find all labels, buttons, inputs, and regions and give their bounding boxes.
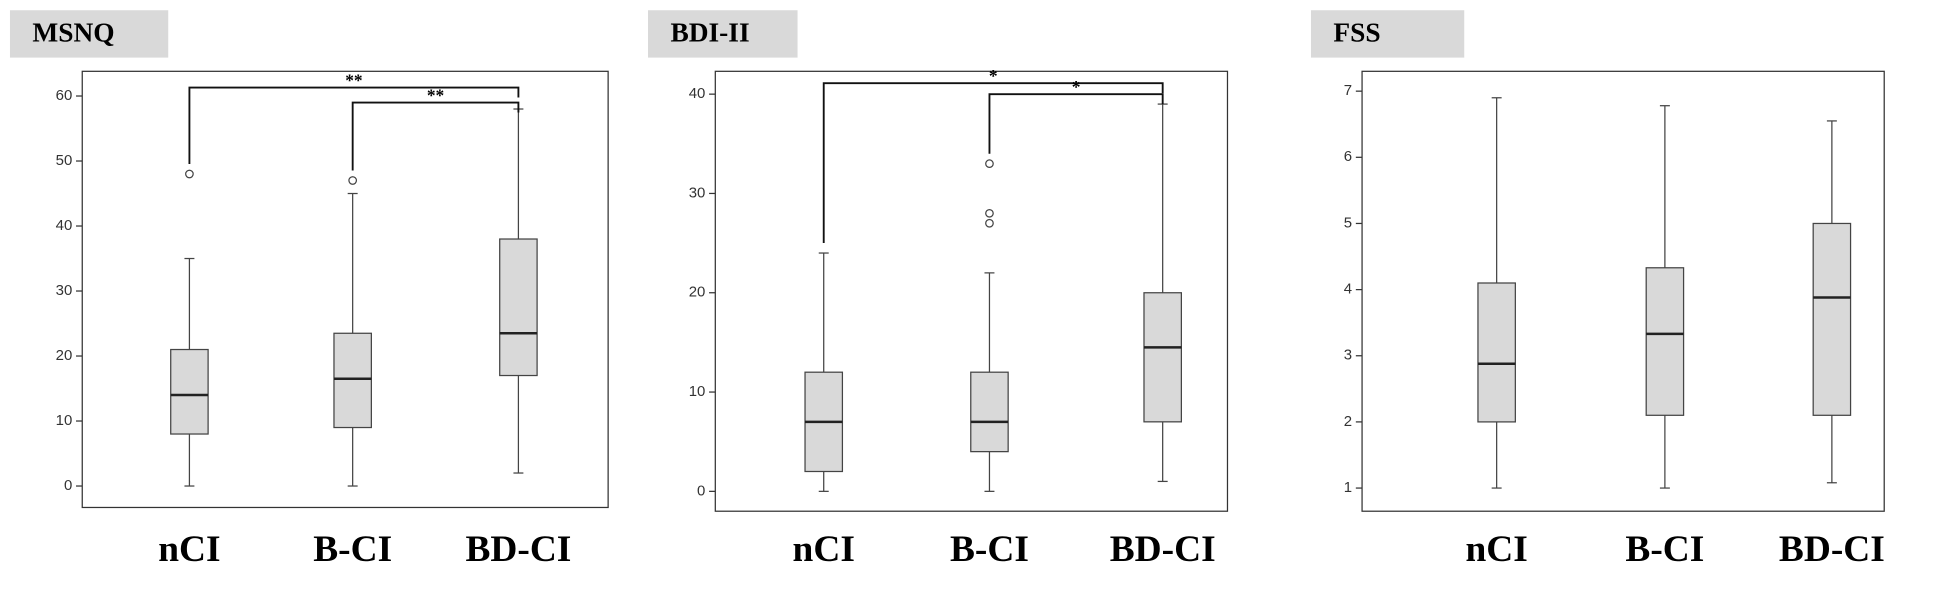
significance-label: * [1072, 77, 1081, 97]
significance-label: ** [427, 86, 444, 106]
x-tick-label: BD-CI [1779, 529, 1885, 570]
x-tick-label: BD-CI [465, 529, 571, 570]
chart-title: MSNQ [32, 17, 114, 47]
y-tick-label: 10 [689, 383, 706, 400]
y-tick-label: 6 [1344, 148, 1352, 165]
title-box [648, 10, 798, 58]
y-tick-label: 7 [1344, 82, 1352, 99]
box [1812, 222, 1852, 416]
y-tick-label: 40 [56, 217, 73, 234]
box [970, 371, 1009, 453]
y-tick-label: 50 [56, 152, 73, 169]
outlier [985, 159, 994, 169]
x-tick-label: BD-CI [1110, 529, 1216, 570]
title-box [1310, 10, 1465, 58]
outlier [985, 208, 994, 218]
x-tick-label: nCI [158, 529, 220, 570]
y-tick-label: 20 [689, 284, 706, 301]
significance-label: ** [345, 71, 362, 91]
outlier [348, 176, 358, 185]
y-tick-label: 40 [689, 85, 706, 102]
y-tick-label: 5 [1344, 214, 1352, 231]
significance-bracket [188, 86, 520, 165]
x-tick-label: B-CI [950, 529, 1029, 570]
x-tick-label: B-CI [313, 529, 392, 570]
y-tick-label: 20 [56, 347, 73, 364]
outlier [985, 218, 994, 228]
plot-frame [81, 70, 609, 509]
box [499, 238, 538, 377]
chart-title: FSS [1333, 17, 1380, 47]
significance-bracket [822, 82, 1164, 244]
box [1143, 292, 1182, 423]
y-tick-label: 3 [1344, 347, 1352, 364]
significance-label: * [989, 66, 998, 86]
outlier [185, 169, 194, 179]
y-tick-label: 2 [1344, 413, 1352, 430]
box [170, 348, 209, 435]
title-box [9, 10, 169, 58]
y-tick-label: 60 [56, 87, 73, 104]
x-tick-label: B-CI [1625, 529, 1704, 570]
significance-bracket [988, 93, 1164, 154]
x-tick-label: nCI [793, 529, 855, 570]
box [333, 332, 372, 429]
y-tick-label: 30 [689, 184, 706, 201]
box [1645, 267, 1685, 416]
plot-frame [714, 70, 1229, 512]
y-tick-label: 10 [56, 412, 73, 429]
y-tick-label: 0 [64, 477, 72, 494]
y-tick-label: 1 [1344, 479, 1352, 496]
plot-frame [1361, 70, 1885, 512]
y-tick-label: 30 [56, 282, 73, 299]
y-tick-label: 4 [1344, 281, 1352, 298]
box [1477, 282, 1516, 423]
chart-title: BDI-II [670, 17, 749, 47]
y-tick-label: 0 [697, 482, 705, 499]
x-tick-label: nCI [1465, 529, 1527, 570]
significance-bracket [351, 101, 520, 171]
